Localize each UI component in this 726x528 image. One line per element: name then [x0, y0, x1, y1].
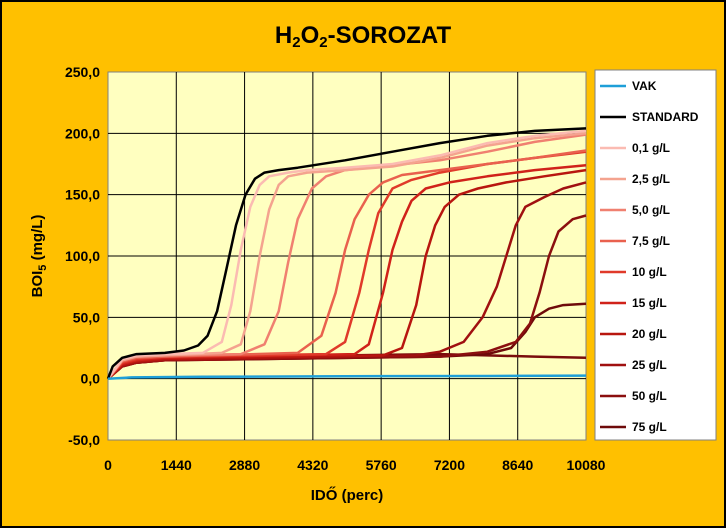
y-tick-label: 0,0 [81, 371, 101, 387]
x-tick-label: 1440 [161, 457, 192, 473]
series-line [107, 132, 587, 380]
x-tick-label: 8640 [502, 457, 533, 473]
y-tick-label: 100,0 [65, 248, 100, 264]
series-line [106, 127, 587, 380]
y-tick-label: 250,0 [65, 64, 100, 80]
legend-label: 20 g/L [632, 327, 667, 341]
legend-label: 5,0 g/L [632, 203, 670, 217]
legend-label: 2,5 g/L [632, 172, 670, 186]
legend-label: 75 g/L [632, 420, 667, 434]
legend-label: 25 g/L [632, 358, 667, 372]
x-tick-label: 4320 [297, 457, 328, 473]
legend-label: VAK [632, 79, 657, 93]
legend-label: 15 g/L [632, 296, 667, 310]
x-tick-label: 10080 [567, 457, 606, 473]
series-line [107, 374, 587, 380]
legend-items: VAK STANDARD 0,1 g/L 2,5 g/L 5,0 g/L 7,5 g/L 1… [600, 79, 699, 434]
x-tick-label: 0 [104, 457, 112, 473]
y-tick-labels: -50,0 0,0 50,0 100,0 150,0 200,0 250,0 [65, 64, 100, 448]
y-tick-label: 200,0 [65, 125, 100, 141]
legend-label: 7,5 g/L [632, 234, 670, 248]
x-tick-label: 5760 [366, 457, 397, 473]
chart-title: H2O2-SOROZAT [274, 22, 452, 51]
legend-label: 0,1 g/L [632, 141, 670, 155]
legend-label: 50 g/L [632, 389, 667, 403]
y-tick-label: 50,0 [73, 309, 100, 325]
legend-label: STANDARD [632, 110, 699, 124]
legend-box [594, 69, 717, 441]
x-tick-label: 7200 [434, 457, 465, 473]
series-line [107, 163, 587, 380]
series-lines [106, 127, 587, 380]
legend-label: 10 g/L [632, 265, 667, 279]
y-tick-label: -50,0 [68, 432, 100, 448]
x-tick-labels: 0 1440 2880 4320 5760 7200 8640 10080 [104, 457, 606, 473]
y-axis-title: BOI5 (mg/L) [29, 215, 49, 298]
x-axis-title: IDŐ (perc) [311, 486, 384, 504]
y-tick-label: 150,0 [65, 187, 100, 203]
legend: VAK STANDARD 0,1 g/L 2,5 g/L 5,0 g/L 7,5 g/L 1… [594, 69, 717, 441]
x-tick-label: 2880 [229, 457, 260, 473]
